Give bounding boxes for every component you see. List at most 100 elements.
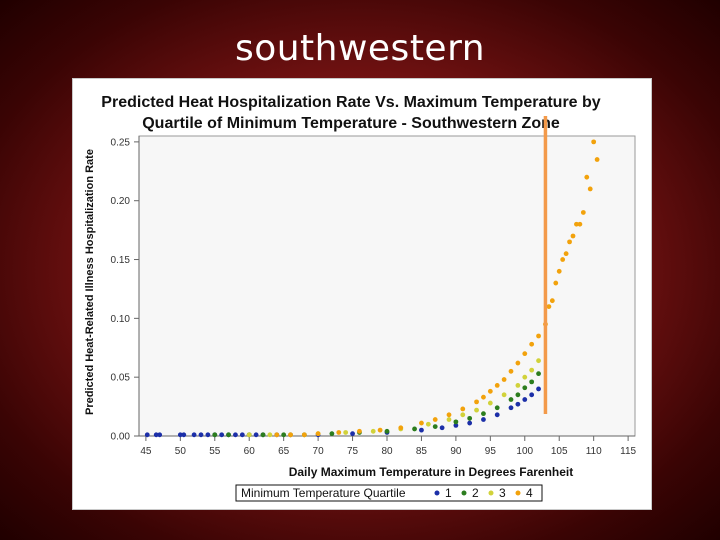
- chart-title-line2: Quartile of Minimum Temperature - Southw…: [142, 115, 560, 132]
- data-point-q1: [153, 432, 159, 438]
- data-point-q1: [529, 392, 535, 398]
- data-point-q4: [546, 304, 552, 309]
- y-tick-label: 0.05: [111, 373, 131, 384]
- data-point-q4: [501, 377, 507, 382]
- data-point-q3: [487, 400, 493, 406]
- data-point-q2: [226, 432, 231, 438]
- y-tick-label: 0.10: [111, 314, 131, 325]
- data-point-q1: [419, 427, 424, 433]
- x-tick-label: 65: [278, 446, 290, 457]
- data-point-q2: [481, 411, 486, 417]
- legend-box: [235, 484, 543, 502]
- data-point-q4: [587, 186, 593, 192]
- x-tick-label: 85: [416, 446, 428, 457]
- data-point-q4: [508, 368, 514, 374]
- data-point-q3: [446, 417, 452, 422]
- data-point-q1: [253, 432, 259, 438]
- data-point-q4: [274, 432, 280, 438]
- data-point-q1: [494, 412, 500, 418]
- data-point-q1: [350, 431, 355, 437]
- x-tick-label: 100: [516, 446, 533, 457]
- data-point-q2: [529, 379, 535, 385]
- data-point-q3: [529, 367, 535, 373]
- data-point-q1: [239, 432, 245, 438]
- slide-title: southwestern: [234, 28, 486, 69]
- data-point-q3: [246, 432, 252, 438]
- data-point-q4: [487, 388, 493, 394]
- data-point-q3: [474, 407, 479, 413]
- data-point-q4: [580, 210, 586, 215]
- data-point-q1: [467, 420, 473, 426]
- legend-marker: [434, 490, 440, 496]
- data-point-q1: [522, 397, 528, 402]
- data-point-q2: [467, 415, 473, 421]
- data-point-q1: [157, 432, 163, 438]
- data-point-q3: [515, 383, 521, 388]
- data-point-q4: [549, 298, 555, 304]
- data-point-q4: [556, 268, 562, 274]
- data-point-q2: [515, 392, 521, 398]
- plot-background: [138, 135, 636, 437]
- x-tick-label: 70: [313, 446, 325, 457]
- data-point-q3: [460, 412, 466, 418]
- y-tick-label: 0.25: [111, 137, 131, 148]
- series-group: [246, 358, 541, 438]
- data-point-q4: [567, 239, 572, 245]
- data-point-q1: [198, 432, 204, 438]
- data-point-q4: [536, 333, 541, 339]
- y-tick-label: 0.20: [111, 196, 131, 207]
- data-point-q2: [329, 431, 335, 437]
- data-point-q1: [515, 401, 521, 407]
- data-point-q3: [425, 421, 431, 427]
- data-point-q1: [191, 432, 197, 438]
- data-point-q2: [508, 397, 514, 402]
- x-tick-label: 115: [620, 446, 636, 457]
- x-tick-label: 60: [244, 446, 256, 457]
- legend-item-label: 4: [526, 486, 533, 500]
- data-point-q4: [301, 432, 307, 438]
- data-point-q1: [219, 432, 225, 438]
- x-tick-label: 95: [485, 446, 497, 457]
- data-point-q4: [553, 280, 559, 286]
- data-point-q4: [460, 406, 466, 412]
- data-point-q4: [315, 431, 321, 437]
- x-tick-label: 50: [175, 446, 187, 457]
- x-tick-label: 75: [347, 446, 359, 457]
- data-point-q4: [574, 221, 579, 227]
- chart-frame: Predicted Heat Hospitalization Rate Vs. …: [72, 78, 652, 510]
- data-point-q4: [563, 251, 569, 257]
- data-point-q3: [536, 358, 541, 364]
- data-point-q1: [205, 432, 211, 438]
- data-point-q4: [336, 430, 342, 435]
- legend-title: Minimum Temperature Quartile: [241, 486, 406, 500]
- data-point-q2: [494, 405, 500, 411]
- x-tick-label: 90: [450, 446, 462, 457]
- data-point-q4: [577, 221, 583, 227]
- data-point-q4: [494, 383, 500, 388]
- data-point-q3: [370, 428, 376, 434]
- data-point-q4: [481, 394, 486, 400]
- data-point-q1: [181, 432, 187, 438]
- data-point-q4: [419, 420, 424, 426]
- data-point-q2: [260, 432, 266, 438]
- series-group: [212, 371, 541, 438]
- data-point-q2: [281, 432, 287, 438]
- x-tick-label: 80: [381, 446, 393, 457]
- data-point-q4: [288, 432, 293, 438]
- data-point-q1: [481, 417, 486, 422]
- data-point-q2: [432, 424, 438, 429]
- legend-item-label: 2: [472, 486, 479, 500]
- data-point-q1: [508, 405, 514, 411]
- x-tick-label: 105: [551, 446, 568, 457]
- legend-marker: [461, 490, 467, 496]
- data-point-q1: [439, 425, 445, 431]
- legend-marker: [515, 490, 521, 496]
- scatter-chart: Predicted Heat Hospitalization Rate Vs. …: [84, 94, 637, 502]
- data-point-q4: [594, 157, 600, 162]
- data-point-q2: [522, 385, 528, 391]
- x-tick-label: 45: [140, 446, 152, 457]
- data-point-q3: [522, 374, 528, 380]
- data-point-q1: [453, 423, 459, 428]
- data-point-q2: [384, 428, 390, 434]
- series-group: [274, 139, 600, 438]
